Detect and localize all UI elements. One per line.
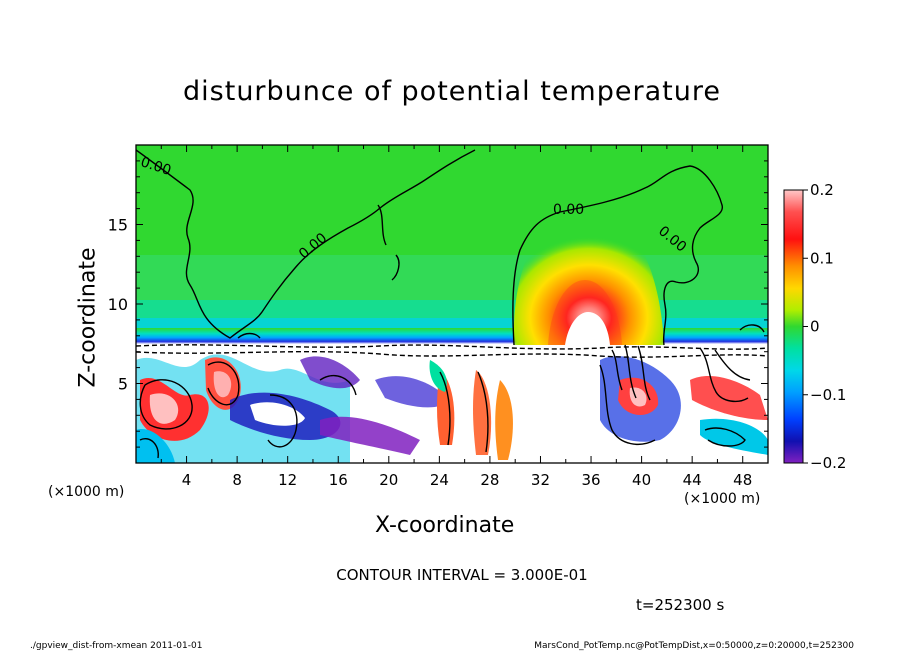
footer-right: MarsCond_PotTemp.nc@PotTempDist,x=0:5000… — [534, 641, 854, 651]
contour-label: 0.00 — [553, 202, 584, 218]
colorbar-tick-label: 0.1 — [810, 249, 834, 267]
x-unit-label-right: (×1000 m) — [684, 491, 761, 507]
contour-lines — [136, 149, 768, 459]
x-tick-label: 44 — [683, 471, 702, 489]
heatmap-field — [136, 145, 768, 463]
contour-interval-note: CONTOUR INTERVAL = 3.000E-01 — [336, 566, 588, 584]
colorbar-ticks: 0.2 0.1 0 −0.1 −0.2 — [803, 181, 846, 472]
y-axis-ticks: 5 10 15 — [108, 160, 768, 448]
y-tick-label: 15 — [108, 216, 128, 235]
x-tick-label: 40 — [632, 471, 651, 489]
x-tick-label: 20 — [379, 471, 398, 489]
chart-title: disturbunce of potential temperature — [183, 76, 721, 107]
x-tick-label: 28 — [480, 471, 499, 489]
x-tick-label: 16 — [329, 471, 348, 489]
colorbar-tick-label: −0.1 — [810, 386, 846, 404]
x-tick-label: 24 — [430, 471, 449, 489]
y-axis-label: Z-coordinate — [75, 247, 101, 388]
colorbar-tick-label: −0.2 — [810, 454, 846, 472]
colorbar-tick-label: 0.2 — [810, 181, 834, 199]
x-axis-label: X-coordinate — [375, 513, 515, 538]
y-tick-label: 5 — [118, 375, 128, 394]
footer-left: ./gpview_dist-from-xmean 2011-01-01 — [30, 641, 203, 651]
x-unit-label-left: (×1000 m) — [48, 484, 125, 500]
x-tick-label: 32 — [531, 471, 550, 489]
x-tick-label: 4 — [182, 471, 192, 489]
x-tick-label: 12 — [278, 471, 297, 489]
x-tick-label: 48 — [733, 471, 752, 489]
x-axis-ticks: 4 8 12 16 20 24 28 32 36 40 44 48 — [160, 145, 752, 489]
x-tick-label: 8 — [232, 471, 242, 489]
x-tick-label: 36 — [581, 471, 600, 489]
time-label: t=252300 s — [636, 596, 725, 614]
colorbar — [783, 189, 804, 464]
y-tick-label: 10 — [108, 295, 128, 314]
colorbar-tick-label: 0 — [810, 318, 820, 336]
